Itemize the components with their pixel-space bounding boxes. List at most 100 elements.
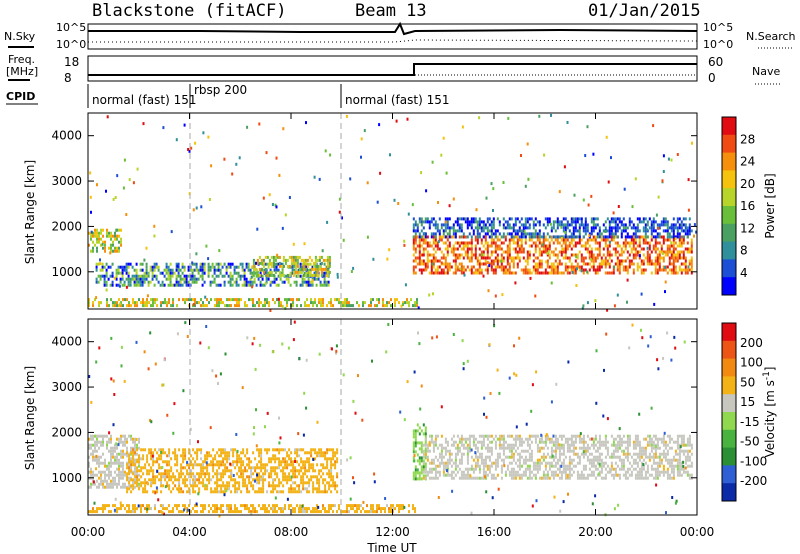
velocity-cell-band-4 bbox=[452, 476, 455, 480]
power-cell-band-2 bbox=[326, 264, 329, 268]
power-cell-band-1 bbox=[141, 274, 144, 278]
velocity-cell-band-4 bbox=[466, 455, 469, 459]
power-cell-scatter bbox=[488, 264, 491, 268]
nsearch-trace bbox=[88, 39, 698, 43]
velocity-cell-band-1 bbox=[304, 451, 307, 455]
velocity-cell-band-4 bbox=[528, 467, 531, 471]
power-cell-band-5 bbox=[580, 223, 583, 227]
power-cell-band-3 bbox=[330, 301, 332, 305]
power-cell-band-3 bbox=[318, 301, 320, 305]
velocity-cell-band-1 bbox=[316, 487, 319, 491]
power-cell-band-4 bbox=[432, 259, 435, 263]
power-cell-band-4 bbox=[660, 256, 663, 260]
power-cell-band-1 bbox=[199, 262, 202, 266]
velocity-cell-band-0 bbox=[124, 485, 126, 489]
power-cell-band-4 bbox=[526, 250, 529, 254]
velocity-cell-band-2 bbox=[316, 510, 318, 514]
power-cell-band-5 bbox=[652, 226, 655, 230]
power-cell-scatter bbox=[613, 265, 616, 269]
power-cell-band-0 bbox=[94, 243, 96, 247]
power-cell-band-5 bbox=[448, 232, 451, 236]
velocity-cell-band-1 bbox=[220, 451, 223, 455]
power-cell-band-4 bbox=[434, 259, 437, 263]
power-cell-scatter bbox=[153, 234, 156, 238]
power-cell-scatter bbox=[192, 208, 195, 212]
power-cell-band-3 bbox=[362, 301, 364, 305]
power-cell-band-5 bbox=[552, 235, 555, 239]
power-cell-band-5 bbox=[570, 217, 573, 221]
power-cell-band-4 bbox=[528, 250, 531, 254]
velocity-cell-band-1 bbox=[270, 475, 273, 479]
power-cell-scatter bbox=[607, 180, 610, 184]
power-cell-band-4 bbox=[524, 271, 527, 275]
power-cell-band-2 bbox=[272, 264, 275, 268]
power-cell-scatter bbox=[208, 198, 211, 201]
power-cell-band-4 bbox=[566, 238, 569, 242]
velocity-cell-band-2 bbox=[182, 510, 184, 514]
power-cell-band-4 bbox=[594, 259, 597, 263]
power-cell-scatter bbox=[431, 160, 434, 164]
velocity-cell-band-4 bbox=[530, 452, 533, 456]
velocity-cell-band-4 bbox=[546, 434, 549, 438]
power-cell-band-3 bbox=[252, 304, 254, 308]
power-cell-band-5 bbox=[474, 220, 477, 224]
power-cell-band-3 bbox=[218, 298, 220, 302]
power-cell-band-1 bbox=[195, 265, 198, 269]
power-cell-band-0 bbox=[112, 240, 114, 244]
velocity-cell-band-4 bbox=[552, 440, 555, 444]
velocity-cell-band-0 bbox=[136, 473, 138, 477]
velocity-cell-band-1 bbox=[160, 466, 163, 470]
power-cell-band-3 bbox=[160, 301, 162, 305]
power-cell-band-4 bbox=[618, 268, 621, 272]
power-cell-band-4 bbox=[686, 247, 689, 251]
velocity-cell-band-1 bbox=[218, 454, 221, 458]
velocity-cell-band-4 bbox=[550, 452, 553, 456]
power-cell-band-3 bbox=[292, 304, 294, 308]
velocity-cell-band-2 bbox=[128, 504, 130, 508]
power-cell-band-4 bbox=[520, 238, 523, 242]
velocity-cell-band-1 bbox=[170, 490, 173, 494]
power-cell-band-4 bbox=[580, 259, 583, 263]
power-cell-band-4 bbox=[454, 262, 457, 266]
power-cell-band-1 bbox=[105, 283, 108, 287]
velocity-cell-band-0 bbox=[88, 485, 90, 489]
velocity-cell-band-0 bbox=[88, 446, 90, 450]
power-cell-band-1 bbox=[327, 280, 330, 284]
power-cell-band-4 bbox=[666, 250, 669, 254]
power-cell-band-1 bbox=[307, 262, 310, 266]
velocity-cell-band-2 bbox=[264, 504, 266, 508]
velocity-cell-band-0 bbox=[94, 473, 96, 477]
power-cell-band-5 bbox=[646, 235, 649, 239]
velocity-cell-band-1 bbox=[138, 454, 141, 458]
power-cell-band-3 bbox=[198, 301, 200, 305]
power-cell-band-1 bbox=[99, 268, 102, 272]
power-cell-band-4 bbox=[426, 262, 429, 266]
velocity-cell-band-4 bbox=[486, 443, 489, 447]
power-cell-band-5 bbox=[456, 220, 459, 224]
power-cell-band-5 bbox=[472, 220, 475, 224]
velocity-cell-band-2 bbox=[128, 510, 130, 514]
power-cell-band-1 bbox=[201, 268, 204, 272]
velocity-cell-band-1 bbox=[158, 463, 161, 467]
velocity-cell-band-1 bbox=[190, 460, 193, 464]
velocity-cell-band-4 bbox=[526, 464, 529, 468]
power-cell-band-4 bbox=[472, 253, 475, 257]
velocity-cell-band-2 bbox=[236, 507, 238, 511]
power-cell-band-4 bbox=[524, 268, 527, 272]
velocity-cell-band-1 bbox=[220, 454, 223, 458]
power-cell-band-5 bbox=[596, 223, 599, 227]
velocity-cell-band-4 bbox=[464, 473, 467, 477]
velocity-cell-band-1 bbox=[194, 484, 197, 488]
power-cell-band-4 bbox=[616, 256, 619, 260]
power-cell-band-1 bbox=[315, 283, 318, 287]
power-cell-band-4 bbox=[622, 250, 625, 254]
velocity-cell-band-1 bbox=[260, 460, 263, 464]
velocity-cell-band-1 bbox=[284, 457, 287, 461]
velocity-cell-band-1 bbox=[278, 463, 281, 467]
power-cell-band-5 bbox=[596, 235, 599, 239]
velocity-cell-band-2 bbox=[302, 507, 304, 511]
power-cell-band-5 bbox=[614, 229, 617, 233]
power-cell-band-5 bbox=[576, 235, 579, 239]
velocity-cell-band-1 bbox=[204, 460, 207, 464]
power-cell-band-4 bbox=[484, 262, 487, 266]
